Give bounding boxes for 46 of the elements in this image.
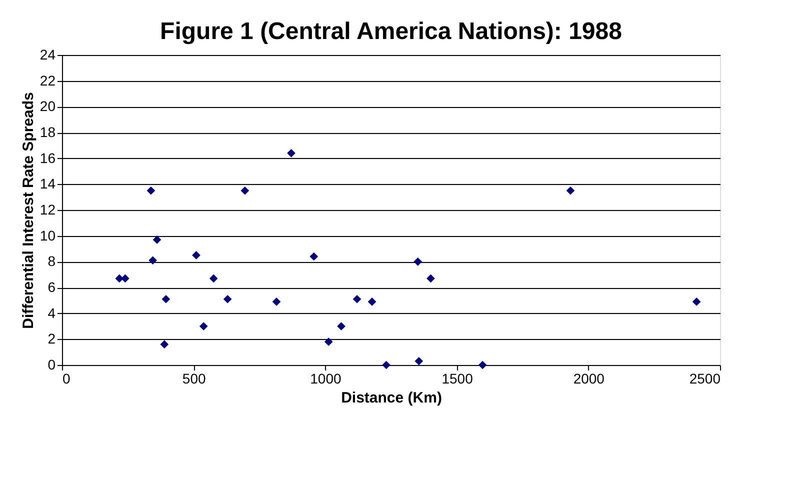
point: [368, 298, 376, 306]
x-tick-label: 2500: [689, 370, 721, 386]
point: [240, 186, 250, 195]
y-tick-label: 20: [40, 98, 56, 114]
point: [310, 252, 318, 261]
y-tick-label: 16: [40, 150, 56, 166]
point: [352, 294, 362, 304]
point: [192, 251, 200, 260]
y-tick-label: 2: [48, 330, 56, 347]
y-tick-label: 0: [48, 356, 56, 372]
point: [287, 148, 296, 158]
y-tick-label: 22: [40, 72, 56, 88]
point: [478, 360, 487, 370]
y-tick-label: 4: [48, 304, 56, 321]
point: [160, 340, 169, 349]
y-tick-label: 14: [40, 176, 56, 192]
point: [337, 322, 346, 330]
y-tick-label: 6: [48, 279, 56, 295]
x-tick-label: 1000: [310, 370, 342, 386]
x-tick-label: 2000: [573, 370, 605, 386]
x-tick-label: 0: [62, 370, 70, 386]
y-tick-label: 12: [40, 202, 56, 218]
point: [566, 186, 575, 195]
x-tick-label: 1500: [442, 370, 474, 386]
point: [148, 256, 157, 265]
y-tick-label: 18: [40, 124, 56, 140]
y-tick-label: 8: [48, 253, 56, 270]
y-tick-label: 24: [40, 46, 56, 62]
point: [414, 356, 424, 366]
point: [692, 298, 701, 306]
point: [223, 294, 232, 304]
point: [414, 257, 422, 266]
chart-title: Figure 1 (Central America Nations): 1988: [160, 18, 622, 45]
y-axis-title: Differential Interest Rate Spreads: [20, 92, 37, 329]
x-tick-label: 500: [182, 370, 206, 386]
point: [199, 322, 208, 330]
point: [146, 186, 156, 195]
point: [209, 274, 218, 283]
point: [382, 360, 390, 370]
x-axis-title: Distance (Km): [341, 390, 442, 406]
point: [272, 298, 281, 306]
point: [162, 294, 170, 304]
y-tick-label: 10: [40, 227, 56, 244]
point: [426, 274, 435, 283]
point: [152, 236, 162, 244]
point: [324, 338, 333, 346]
